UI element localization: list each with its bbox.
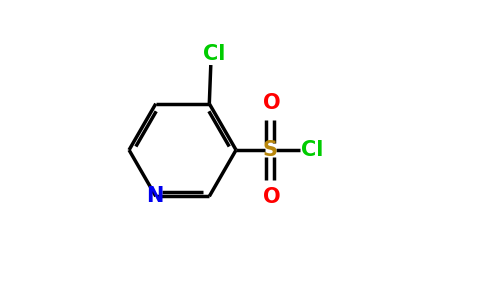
Text: Cl: Cl xyxy=(302,140,324,160)
Text: O: O xyxy=(263,187,281,207)
Text: S: S xyxy=(263,140,278,160)
Text: Cl: Cl xyxy=(203,44,225,64)
Text: O: O xyxy=(263,93,281,113)
Text: N: N xyxy=(146,186,163,206)
